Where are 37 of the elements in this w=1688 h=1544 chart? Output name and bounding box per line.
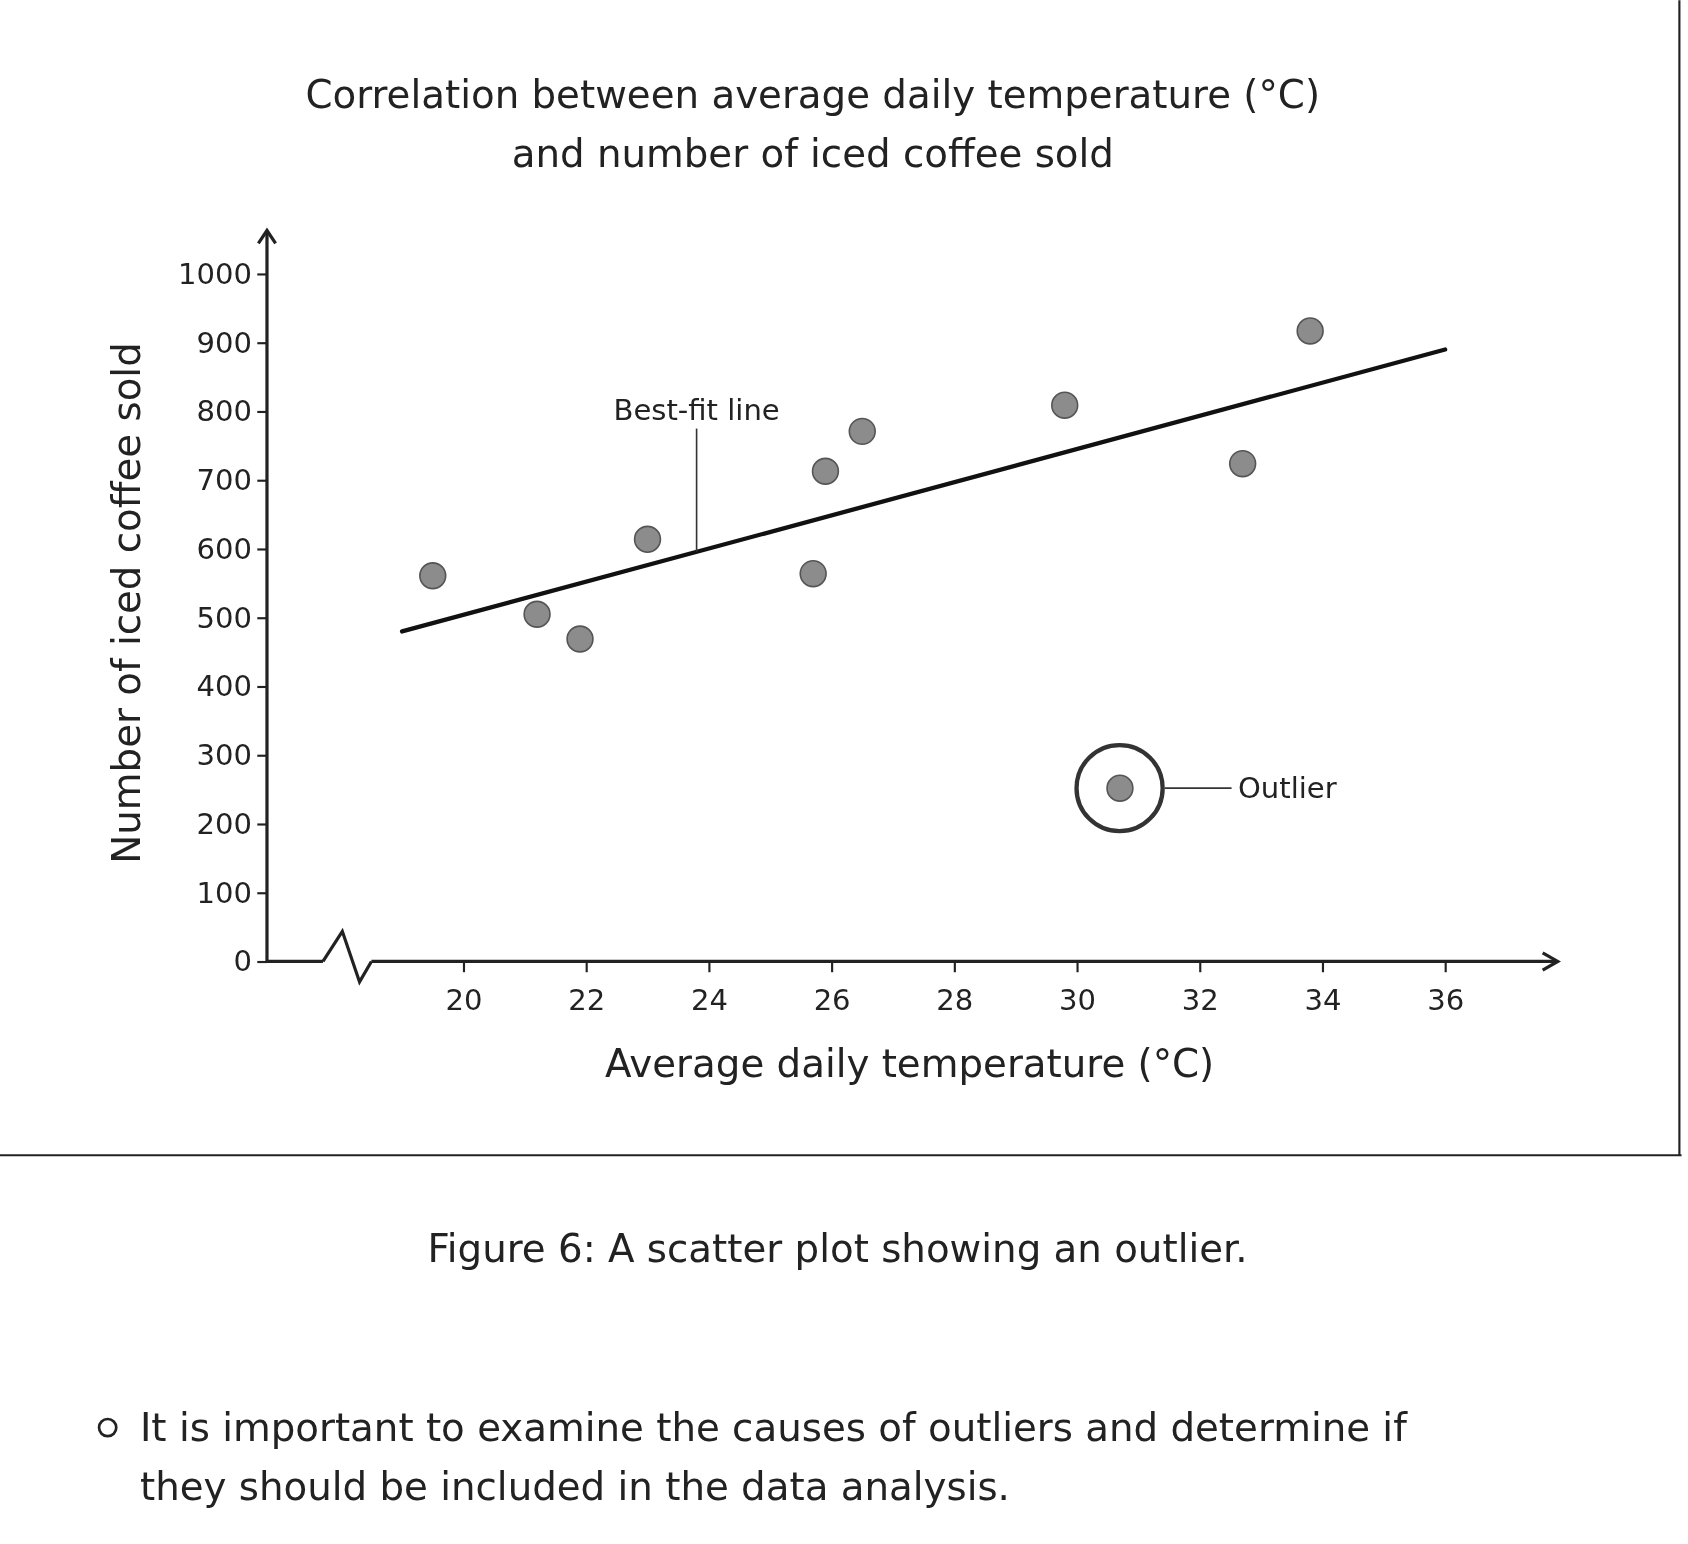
x-tick-label: 26 <box>813 983 851 1018</box>
y-tick-label: 1000 <box>177 256 252 291</box>
annotation: Best-fit line <box>613 392 780 427</box>
x-axis-title: Average daily temperature (°C) <box>605 1040 1215 1086</box>
point <box>811 457 840 485</box>
caption: Figure 6: A scatter plot showing an outlier. <box>427 1225 1248 1271</box>
y-tick-label: 800 <box>196 394 252 429</box>
y-tick-label: 100 <box>196 875 252 910</box>
point <box>523 600 551 628</box>
y-tick-label: 300 <box>196 738 252 773</box>
point <box>1228 449 1257 478</box>
x-tick-label: 22 <box>568 983 606 1018</box>
text: It is important to examine the causes of outliers and determine if they should be included in the data analysis. <box>139 1404 1409 1509</box>
y-tick-label: 600 <box>196 531 252 566</box>
chart-title: Correlation between average daily temperature (°C) and number of iced coffee sold <box>305 71 1321 176</box>
point <box>799 559 827 588</box>
annotation: Outlier <box>1238 771 1337 806</box>
point <box>848 417 876 446</box>
y-axis-title: Number of iced coffee sold <box>103 342 149 864</box>
y-tick-label: 500 <box>196 600 252 635</box>
x-tick-label: 36 <box>1427 983 1465 1018</box>
point <box>1051 391 1079 419</box>
x-tick-label: 24 <box>690 983 728 1018</box>
y-tick-label: 400 <box>196 669 252 704</box>
y-tick-label: 200 <box>196 806 252 841</box>
y-tick-label: 700 <box>196 463 252 498</box>
point <box>1296 317 1324 345</box>
y-tick-label: 0 <box>233 944 252 979</box>
x-tick-label: 28 <box>936 983 974 1018</box>
x-tick-label: 34 <box>1304 983 1342 1018</box>
point <box>633 525 662 554</box>
point <box>566 625 594 653</box>
y-tick-label: 900 <box>196 325 252 360</box>
x-tick-label: 32 <box>1181 983 1219 1018</box>
point <box>419 562 447 590</box>
x-tick-label: 20 <box>445 983 483 1018</box>
x-tick-label: 30 <box>1059 983 1097 1018</box>
